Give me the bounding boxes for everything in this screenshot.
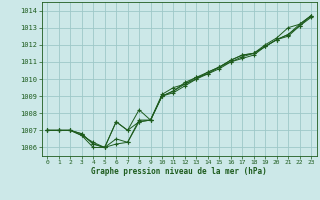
X-axis label: Graphe pression niveau de la mer (hPa): Graphe pression niveau de la mer (hPa) <box>91 167 267 176</box>
